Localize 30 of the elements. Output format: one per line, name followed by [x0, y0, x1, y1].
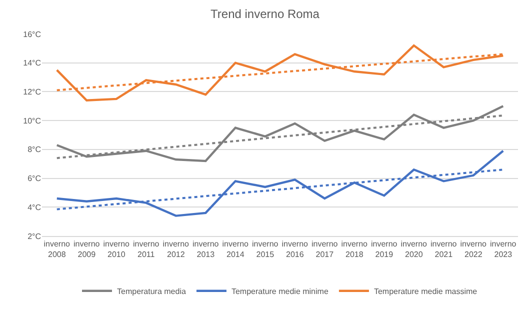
legend-label: Temperature medie minime: [231, 287, 329, 296]
x-tick-label: inverno 2019: [371, 240, 398, 259]
x-tick-label: inverno 2017: [312, 240, 338, 259]
x-tick-label: inverno 2020: [400, 240, 428, 259]
x-tick-label: inverno 2022: [460, 240, 488, 259]
line-series: [56, 150, 504, 217]
x-tick-label: inverno 2010: [103, 240, 130, 259]
y-tick-label: 14°C: [23, 58, 42, 68]
x-tick-label: inverno 2009: [74, 240, 100, 259]
x-tick-label: inverno 2013: [192, 240, 220, 259]
x-tick-label: inverno 2018: [341, 240, 368, 259]
x-tick-label: inverno 2023: [490, 240, 517, 259]
x-tick-label: inverno 2014: [222, 240, 250, 259]
y-tick-label: 2°C: [28, 232, 42, 241]
x-tick-label: inverno 2016: [282, 240, 309, 259]
y-tick-label: 12°C: [23, 88, 42, 97]
legend-label: Temperatura media: [117, 287, 186, 296]
x-tick-label: inverno 2008: [44, 240, 71, 259]
y-tick-label: 16°C: [23, 30, 42, 39]
x-tick-label: inverno 2011: [133, 240, 160, 259]
y-tick-label: 4°C: [28, 202, 42, 212]
x-tick-label: inverno 2021: [430, 240, 458, 259]
y-tick-label: 10°C: [23, 116, 42, 126]
y-tick-label: 8°C: [28, 145, 42, 154]
legend-label: Temperature medie massime: [374, 287, 478, 296]
y-tick-label: 6°C: [28, 174, 42, 184]
chart-title: Trend inverno Roma: [210, 6, 320, 21]
line-series: [56, 105, 504, 162]
x-tick-label: inverno 2015: [252, 240, 279, 259]
x-tick-label: inverno 2012: [162, 240, 190, 259]
